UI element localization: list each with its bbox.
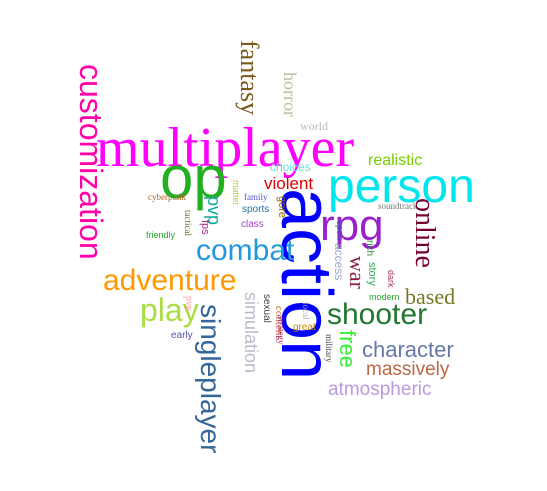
word-atmospheric: atmospheric: [328, 379, 432, 400]
word-combat: combat: [196, 234, 295, 267]
word-person: person: [328, 160, 475, 213]
word-rich: rich: [364, 240, 375, 257]
word-tactical: tactical: [183, 210, 193, 236]
word-massively: massively: [366, 359, 450, 380]
word-world: world: [300, 119, 328, 133]
word-friendly: friendly: [146, 230, 176, 240]
word-war: war: [345, 256, 370, 289]
word-adventure: adventure: [103, 264, 237, 297]
word-matter: matter: [231, 180, 241, 206]
word-fantasy: fantasy: [235, 40, 264, 116]
word-singleplayer: singleplayer: [195, 304, 226, 454]
word-free: free: [335, 330, 360, 368]
word-great: great: [293, 322, 316, 333]
word-pve: pve: [183, 296, 194, 311]
word-play: play: [140, 292, 199, 328]
word-sexual: sexual: [261, 294, 272, 323]
word-shooter: shooter: [327, 298, 428, 331]
word-choices: choices: [270, 160, 311, 174]
word-customization: customization: [73, 64, 109, 260]
word-online: online: [409, 198, 440, 268]
word-sports: sports: [242, 204, 270, 215]
word-family: family: [244, 192, 268, 202]
word-local: local: [301, 302, 311, 320]
word-violent: violent: [264, 174, 314, 193]
word-open: open: [335, 220, 345, 241]
word-fps: fps: [199, 220, 211, 235]
word-realistic: realistic: [368, 152, 423, 169]
word-character: character: [362, 337, 454, 362]
word-based: based: [405, 284, 456, 309]
word-simulation: simulation: [241, 292, 261, 374]
word-multiplayer: multiplayer: [96, 117, 355, 179]
word-gore: gore: [276, 196, 288, 219]
word-op: op: [160, 144, 227, 211]
word-dark: dark: [386, 270, 396, 288]
word-early: early: [171, 330, 193, 341]
word-rpg: rpg: [320, 201, 384, 250]
word-strategy: strategy: [276, 316, 286, 345]
word-class: class: [241, 219, 264, 230]
word-military: military: [324, 334, 334, 363]
word-cyberpunk: cyberpunk: [148, 192, 186, 202]
word-access: access: [332, 243, 346, 281]
word-horror: horror: [280, 72, 300, 117]
word-modern: modern: [369, 292, 400, 302]
word-soundtrack: soundtrack: [378, 201, 418, 211]
